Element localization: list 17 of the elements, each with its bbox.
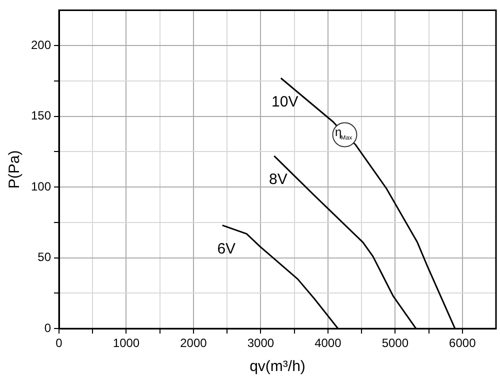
series-label: 6V bbox=[217, 240, 236, 258]
series-label: 8V bbox=[268, 171, 288, 188]
x-axis-title: qv(m³/h) bbox=[250, 358, 306, 376]
x-tick-label: 6000 bbox=[449, 336, 476, 350]
x-tick-label: 3000 bbox=[247, 336, 274, 350]
x-tick-label: 1000 bbox=[112, 336, 140, 350]
series-label: 10V bbox=[272, 93, 298, 110]
y-tick-label: 200 bbox=[30, 38, 52, 52]
y-tick-label: 100 bbox=[30, 179, 52, 194]
x-tick-label: 2000 bbox=[180, 336, 208, 350]
y-axis-title: P(Pa) bbox=[6, 150, 24, 189]
y-tick-label: 150 bbox=[30, 108, 52, 123]
x-tick-label: 4000 bbox=[314, 336, 342, 350]
y-tick-label: 0 bbox=[44, 320, 52, 335]
x-tick-label: 5000 bbox=[382, 336, 409, 350]
x-tick-label: 0 bbox=[56, 336, 63, 350]
y-tick-label: 50 bbox=[38, 250, 52, 264]
